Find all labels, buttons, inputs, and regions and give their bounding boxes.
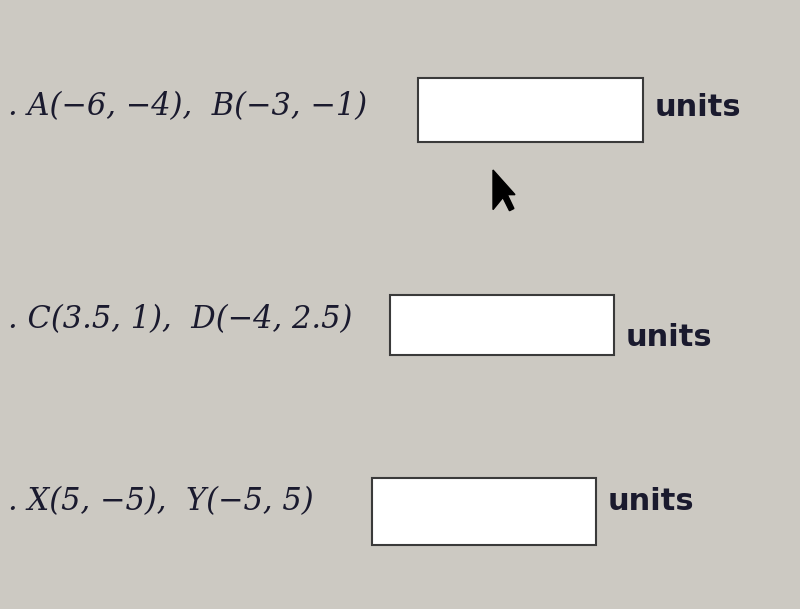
Bar <box>372 478 596 545</box>
Text: units: units <box>626 323 713 351</box>
Bar <box>390 295 614 355</box>
Text: . X(5, −5),  Y(−5, 5): . X(5, −5), Y(−5, 5) <box>8 487 314 518</box>
Text: . C(3.5, 1),  D(−4, 2.5): . C(3.5, 1), D(−4, 2.5) <box>8 304 352 336</box>
Text: units: units <box>655 93 742 122</box>
Text: units: units <box>608 487 694 516</box>
Text: . A(−6, −4),  B(−3, −1): . A(−6, −4), B(−3, −1) <box>8 91 367 122</box>
Bar <box>418 78 643 142</box>
Polygon shape <box>493 170 515 211</box>
